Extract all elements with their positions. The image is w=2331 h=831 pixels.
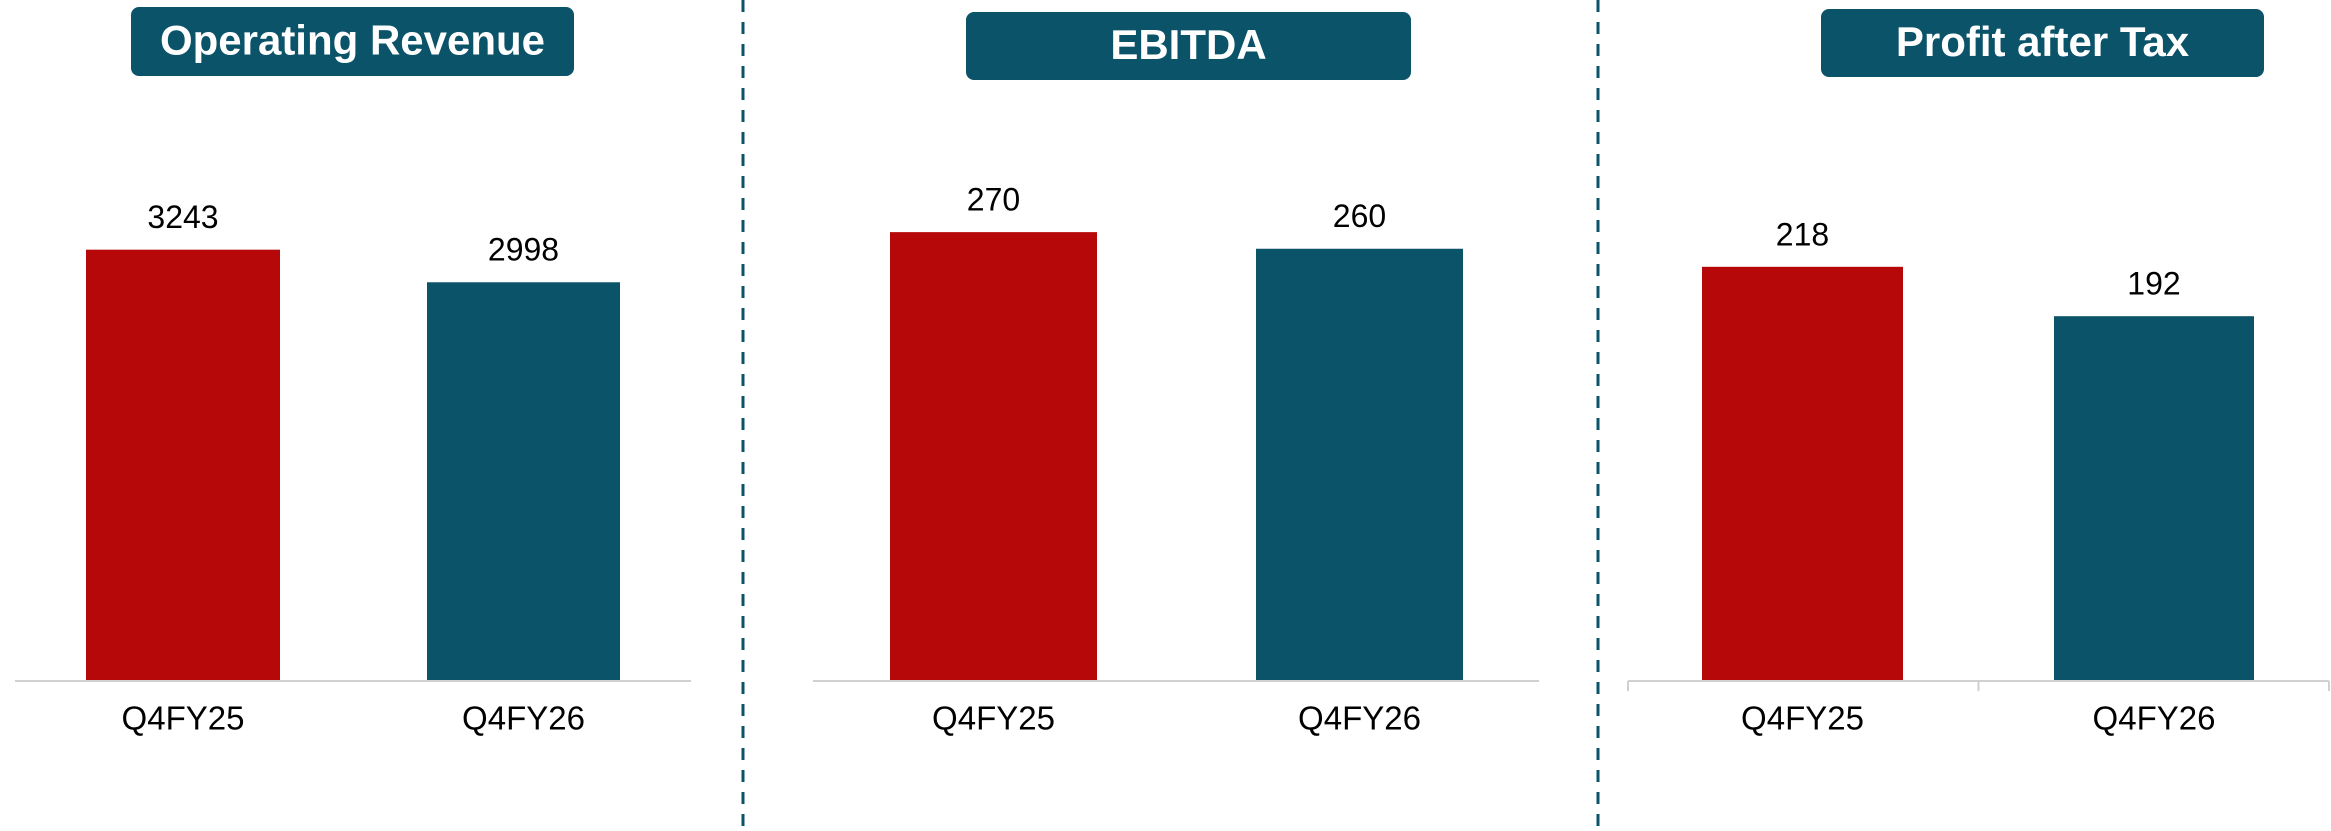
x-tick-label: Q4FY25 xyxy=(1741,700,1864,737)
value-label: 218 xyxy=(1776,216,1829,252)
chart-title: Operating Revenue xyxy=(160,17,545,64)
x-tick-label: Q4FY25 xyxy=(932,700,1055,737)
x-tick-label: Q4FY26 xyxy=(1298,700,1421,737)
bar xyxy=(427,282,620,681)
x-tick-label: Q4FY26 xyxy=(2093,700,2216,737)
value-label: 2998 xyxy=(488,232,559,268)
bar xyxy=(1702,266,1903,681)
value-label: 260 xyxy=(1333,198,1386,234)
title-box xyxy=(966,12,1411,80)
bar xyxy=(1256,248,1463,681)
value-label: 270 xyxy=(967,182,1020,218)
x-tick-label: Q4FY25 xyxy=(122,700,245,737)
bar xyxy=(86,249,280,681)
value-label: 192 xyxy=(2127,266,2180,302)
chart-title: Profit after Tax xyxy=(1896,18,2190,65)
title-box xyxy=(1821,9,2264,77)
bar xyxy=(890,232,1097,681)
chart-title: EBITDA xyxy=(1110,21,1266,68)
bar xyxy=(2054,316,2254,681)
x-tick-label: Q4FY26 xyxy=(462,700,585,737)
value-label: 3243 xyxy=(147,199,218,235)
title-box xyxy=(131,7,574,76)
